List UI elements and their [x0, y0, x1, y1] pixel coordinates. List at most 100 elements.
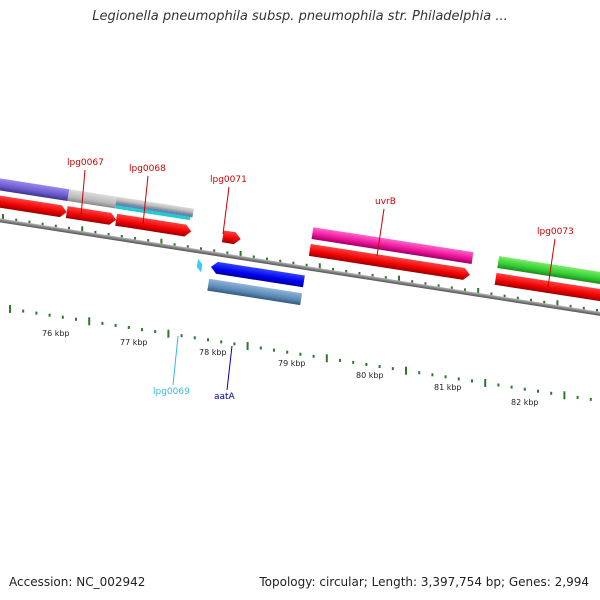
map-title: Legionella pneumophila subsp. pneumophil…: [92, 9, 508, 24]
lower-track-tick: [444, 375, 447, 379]
gene-lpg0073-outer: [497, 256, 600, 290]
upper-track-tick: [2, 214, 4, 222]
gene-label-lpg0071: lpg0071: [210, 175, 247, 185]
upper-track-tick: [68, 226, 70, 230]
lower-track-tick: [457, 377, 460, 381]
scale-label-78kbp: 78 kbp: [199, 348, 227, 357]
upper-track-tick: [437, 284, 440, 288]
lower-track-tick: [391, 367, 394, 371]
lower-track-tick: [22, 309, 25, 313]
upper-track-tick: [384, 276, 387, 280]
cds-arrow-2: [65, 206, 117, 225]
scale-label-79kbp: 79 kbp: [278, 359, 306, 368]
lower-track-tick: [193, 336, 196, 340]
upper-track-tick: [41, 222, 44, 226]
feature-grey: [67, 189, 117, 209]
lower-track-tick: [233, 342, 236, 346]
lower-track-tick: [286, 350, 289, 354]
scale-label-77kbp: 77 kbp: [120, 338, 148, 347]
upper-track-tick: [516, 296, 519, 300]
lower-track-tick: [75, 317, 77, 321]
lower-track-tick: [9, 305, 11, 313]
upper-track-tick: [81, 226, 84, 235]
gene-label-lpg0067: lpg0067: [67, 158, 104, 168]
lower-track-tick: [405, 366, 407, 375]
gene-label-lpg0069: lpg0069: [153, 387, 190, 397]
gene-label-uvrb: uvrB: [375, 197, 396, 207]
feature-steel-small: [115, 202, 193, 218]
lower-track-tick: [339, 358, 341, 362]
upper-track-tick: [173, 243, 176, 247]
lower-track-tick: [325, 354, 328, 363]
upper-tick-track: [2, 214, 598, 312]
lower-track-tick: [497, 383, 500, 387]
lower-track-tick: [510, 385, 513, 389]
lower-track-tick: [365, 363, 368, 366]
feature-grey-small: [115, 196, 194, 215]
lower-track-tick: [550, 391, 553, 395]
accession-text: Accession: NC_002942: [9, 575, 146, 589]
lower-track-tick: [523, 387, 526, 391]
upper-track-tick: [94, 230, 97, 234]
lower-track-tick: [101, 321, 104, 325]
upper-track-tick: [107, 232, 110, 236]
gene-label-lpg0068: lpg0068: [129, 164, 166, 174]
cds-arrow-lpg0071: [221, 230, 241, 245]
lower-track-tick: [246, 342, 249, 350]
cds-arrow-uvrb: [308, 243, 470, 280]
upper-track-tick: [332, 267, 334, 271]
upper-track-tick: [596, 309, 598, 312]
lower-track-tick: [299, 352, 302, 356]
upper-track-tick: [556, 300, 559, 309]
gene-label-aata: aatA: [214, 392, 236, 402]
topology-summary: Topology: circular; Length: 3,397,754 bp…: [259, 575, 589, 589]
lower-track-tick: [537, 389, 539, 393]
upper-track-tick: [358, 272, 361, 275]
upper-track-tick: [543, 300, 546, 304]
lower-track-tick: [35, 311, 38, 315]
lower-track-tick: [127, 326, 130, 329]
upper-track-tick: [160, 238, 163, 247]
lower-track-tick: [418, 371, 421, 375]
gene-label-lpg0073: lpg0073: [537, 227, 574, 237]
upper-track-tick: [530, 298, 532, 302]
upper-track-tick: [464, 288, 466, 292]
cds-arrow-1: [0, 191, 67, 218]
upper-track-tick: [213, 249, 216, 253]
lower-track-tick: [589, 397, 592, 401]
lower-tick-track: [9, 305, 592, 401]
lower-track-tick: [484, 379, 487, 387]
lower-track-tick: [431, 373, 434, 377]
lower-track-tick: [154, 330, 157, 334]
genome-backbone: [0, 213, 600, 326]
upper-track-tick: [292, 261, 295, 265]
lower-track-tick: [48, 313, 51, 317]
lower-track-tick: [167, 329, 170, 338]
upper-track-tick: [477, 288, 480, 296]
upper-track-tick: [398, 275, 400, 284]
upper-track-tick: [147, 239, 150, 243]
upper-track-tick: [54, 224, 57, 228]
feature-purple: [0, 174, 70, 202]
lower-track-tick: [220, 340, 223, 344]
gene-lpg0069-arrow: [196, 258, 203, 273]
lower-track-tick: [312, 354, 315, 358]
lower-track-tick: [273, 348, 275, 352]
upper-track-tick: [134, 237, 136, 241]
upper-track-tick: [15, 218, 18, 222]
scale-label-81kbp: 81 kbp: [434, 383, 462, 392]
scale-label-76kbp: 76 kbp: [42, 329, 70, 338]
lower-track-tick: [207, 338, 209, 342]
lower-track-tick: [259, 346, 262, 350]
gene-aata-lower: [207, 278, 303, 306]
label-leaders: [80, 169, 556, 391]
upper-track-tick: [120, 235, 123, 238]
upper-track-tick: [411, 280, 414, 284]
scale-label-82kbp: 82 kbp: [511, 398, 539, 407]
feature-cyan: [114, 205, 191, 221]
upper-track-tick: [371, 274, 374, 277]
upper-track-tick: [424, 282, 427, 286]
lower-track-tick: [378, 365, 381, 368]
upper-track-tick: [450, 286, 453, 290]
upper-track-tick: [582, 306, 585, 310]
